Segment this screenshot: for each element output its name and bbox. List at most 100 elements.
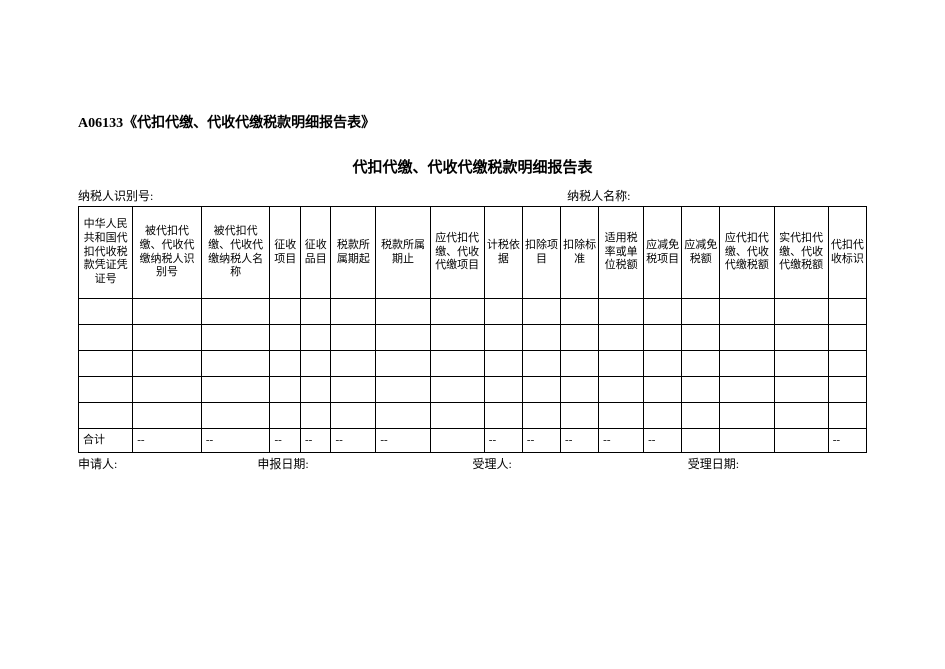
taxpayer-id-label: 纳税人识别号: [78, 187, 567, 204]
table-cell [522, 351, 560, 377]
table-cell [599, 351, 644, 377]
table-cell [201, 403, 270, 429]
table-cell [430, 377, 484, 403]
col-header: 应减免税项目 [644, 207, 682, 299]
total-cell: -- [522, 429, 560, 453]
table-cell [331, 377, 376, 403]
table-row [79, 299, 867, 325]
table-cell [644, 403, 682, 429]
table-cell [484, 299, 522, 325]
table-cell [300, 299, 331, 325]
table-cell [376, 299, 430, 325]
doc-header: A06133《代扣代缴、代收代缴税款明细报告表》 [78, 112, 867, 132]
table-cell [133, 403, 202, 429]
total-cell: -- [201, 429, 270, 453]
col-header: 计税依据 [484, 207, 522, 299]
total-label: 合计 [79, 429, 133, 453]
table-cell [484, 351, 522, 377]
table-cell [430, 351, 484, 377]
total-cell: -- [561, 429, 599, 453]
col-header: 适用税率或单位税额 [599, 207, 644, 299]
table-cell [331, 351, 376, 377]
accept-date-label: 受理日期: [688, 455, 867, 472]
col-header: 税款所属期止 [376, 207, 430, 299]
table-cell [300, 403, 331, 429]
table-cell [376, 325, 430, 351]
total-cell [430, 429, 484, 453]
table-cell [79, 377, 133, 403]
table-cell [828, 377, 866, 403]
table-cell [682, 325, 720, 351]
table-cell [720, 299, 774, 325]
total-cell: -- [644, 429, 682, 453]
total-cell: -- [270, 429, 301, 453]
table-cell [201, 377, 270, 403]
table-cell [79, 351, 133, 377]
table-cell [828, 403, 866, 429]
col-header: 应代扣代缴、代收代缴项目 [430, 207, 484, 299]
col-header: 税款所属期起 [331, 207, 376, 299]
total-cell: -- [484, 429, 522, 453]
report-date-label: 申报日期: [257, 455, 472, 472]
table-title: 代扣代缴、代收代缴税款明细报告表 [78, 156, 867, 177]
table-row [79, 403, 867, 429]
table-cell [561, 299, 599, 325]
table-cell [522, 403, 560, 429]
table-cell [79, 325, 133, 351]
col-header: 实代扣代缴、代收代缴税额 [774, 207, 828, 299]
table-cell [682, 351, 720, 377]
col-header: 代扣代收标识 [828, 207, 866, 299]
table-cell [270, 299, 301, 325]
table-row [79, 377, 867, 403]
meta-row-below: 申请人: 申报日期: 受理人: 受理日期: [78, 455, 867, 472]
table-cell [522, 377, 560, 403]
table-cell [599, 299, 644, 325]
table-cell [682, 403, 720, 429]
col-header: 应代扣代缴、代收代缴税额 [720, 207, 774, 299]
meta-row-above: 纳税人识别号: 纳税人名称: [78, 187, 867, 204]
table-cell [774, 377, 828, 403]
table-cell [720, 351, 774, 377]
detail-report-table: 中华人民共和国代扣代收税款凭证凭证号被代扣代缴、代收代缴纳税人识别号被代扣代缴、… [78, 206, 867, 453]
table-cell [430, 325, 484, 351]
total-cell: -- [599, 429, 644, 453]
col-header: 应减免税额 [682, 207, 720, 299]
table-cell [599, 403, 644, 429]
total-cell: -- [331, 429, 376, 453]
table-cell [201, 299, 270, 325]
table-cell [522, 299, 560, 325]
table-cell [828, 325, 866, 351]
table-cell [270, 403, 301, 429]
table-header-row: 中华人民共和国代扣代收税款凭证凭证号被代扣代缴、代收代缴纳税人识别号被代扣代缴、… [79, 207, 867, 299]
table-cell [774, 325, 828, 351]
table-cell [79, 403, 133, 429]
col-header: 被代扣代缴、代收代缴纳税人识别号 [133, 207, 202, 299]
table-cell [79, 299, 133, 325]
table-cell [774, 403, 828, 429]
table-cell [133, 325, 202, 351]
table-cell [484, 403, 522, 429]
col-header: 扣除项目 [522, 207, 560, 299]
table-cell [270, 325, 301, 351]
table-cell [599, 325, 644, 351]
table-cell [561, 351, 599, 377]
table-cell [484, 325, 522, 351]
table-cell [774, 351, 828, 377]
table-cell [484, 377, 522, 403]
col-header: 征收项目 [270, 207, 301, 299]
table-cell [522, 325, 560, 351]
table-cell [376, 403, 430, 429]
total-cell [682, 429, 720, 453]
table-cell [133, 377, 202, 403]
table-cell [561, 325, 599, 351]
table-cell [828, 351, 866, 377]
applicant-label: 申请人: [78, 455, 257, 472]
table-cell [561, 377, 599, 403]
table-cell [331, 325, 376, 351]
total-cell: -- [376, 429, 430, 453]
col-header: 扣除标准 [561, 207, 599, 299]
total-row: 合计------------------------ [79, 429, 867, 453]
table-cell [133, 299, 202, 325]
table-cell [644, 299, 682, 325]
table-cell [201, 351, 270, 377]
